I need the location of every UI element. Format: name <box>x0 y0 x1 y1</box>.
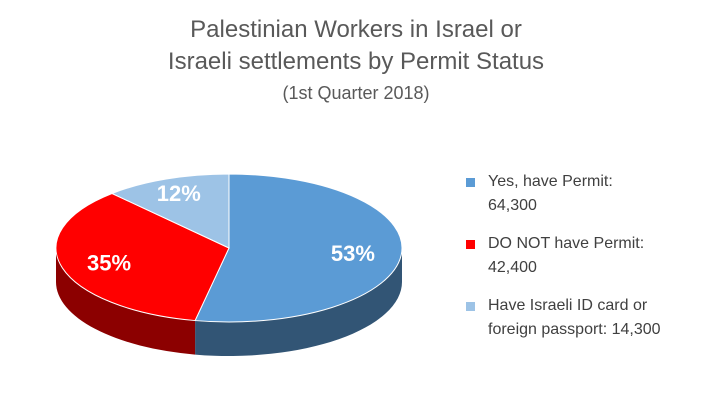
legend-label-no-permit-line-1: DO NOT have Permit: <box>488 235 645 252</box>
pie-slice-israeli-id <box>110 173 230 249</box>
chart-legend: Yes, have Permit: 64,300 DO NOT have Per… <box>466 170 706 356</box>
pie-slice-no-permit <box>55 192 230 322</box>
chart-subtitle: (1st Quarter 2018) <box>282 83 430 103</box>
legend-swatch-no-permit <box>466 240 475 249</box>
pie-label-israeli-id: 12% <box>157 181 201 206</box>
legend-label-no-permit-line-2: 42,400 <box>488 259 537 276</box>
legend-label-israeli-id-line-1: Have Israeli ID card or <box>488 297 648 314</box>
legend-swatch-permit <box>466 178 475 187</box>
pie-side-permit <box>195 248 402 356</box>
chart-title-block: Palestinian Workers in Israel or Israeli… <box>0 14 712 106</box>
pie-label-permit: 53% <box>331 241 375 266</box>
chart-title-line-2: Israeli settlements by Permit Status <box>167 48 545 75</box>
legend-item-no-permit: DO NOT have Permit: 42,400 <box>466 232 706 280</box>
legend-label-permit-line-2: 64,300 <box>488 197 537 214</box>
legend-item-israeli-id: Have Israeli ID card or foreign passport… <box>466 294 706 342</box>
legend-label-permit-line-1: Yes, have Permit: <box>488 173 613 190</box>
pie-label-no-permit: 35% <box>87 250 131 275</box>
chart-title-line-1: Palestinian Workers in Israel or <box>190 16 522 43</box>
pie-slice-permit <box>194 173 403 323</box>
legend-label-israeli-id-line-2: foreign passport: 14,300 <box>488 321 661 338</box>
legend-item-permit: Yes, have Permit: 64,300 <box>466 170 706 218</box>
legend-swatch-israeli-id <box>466 302 475 311</box>
pie-side-no-permit <box>56 248 196 355</box>
